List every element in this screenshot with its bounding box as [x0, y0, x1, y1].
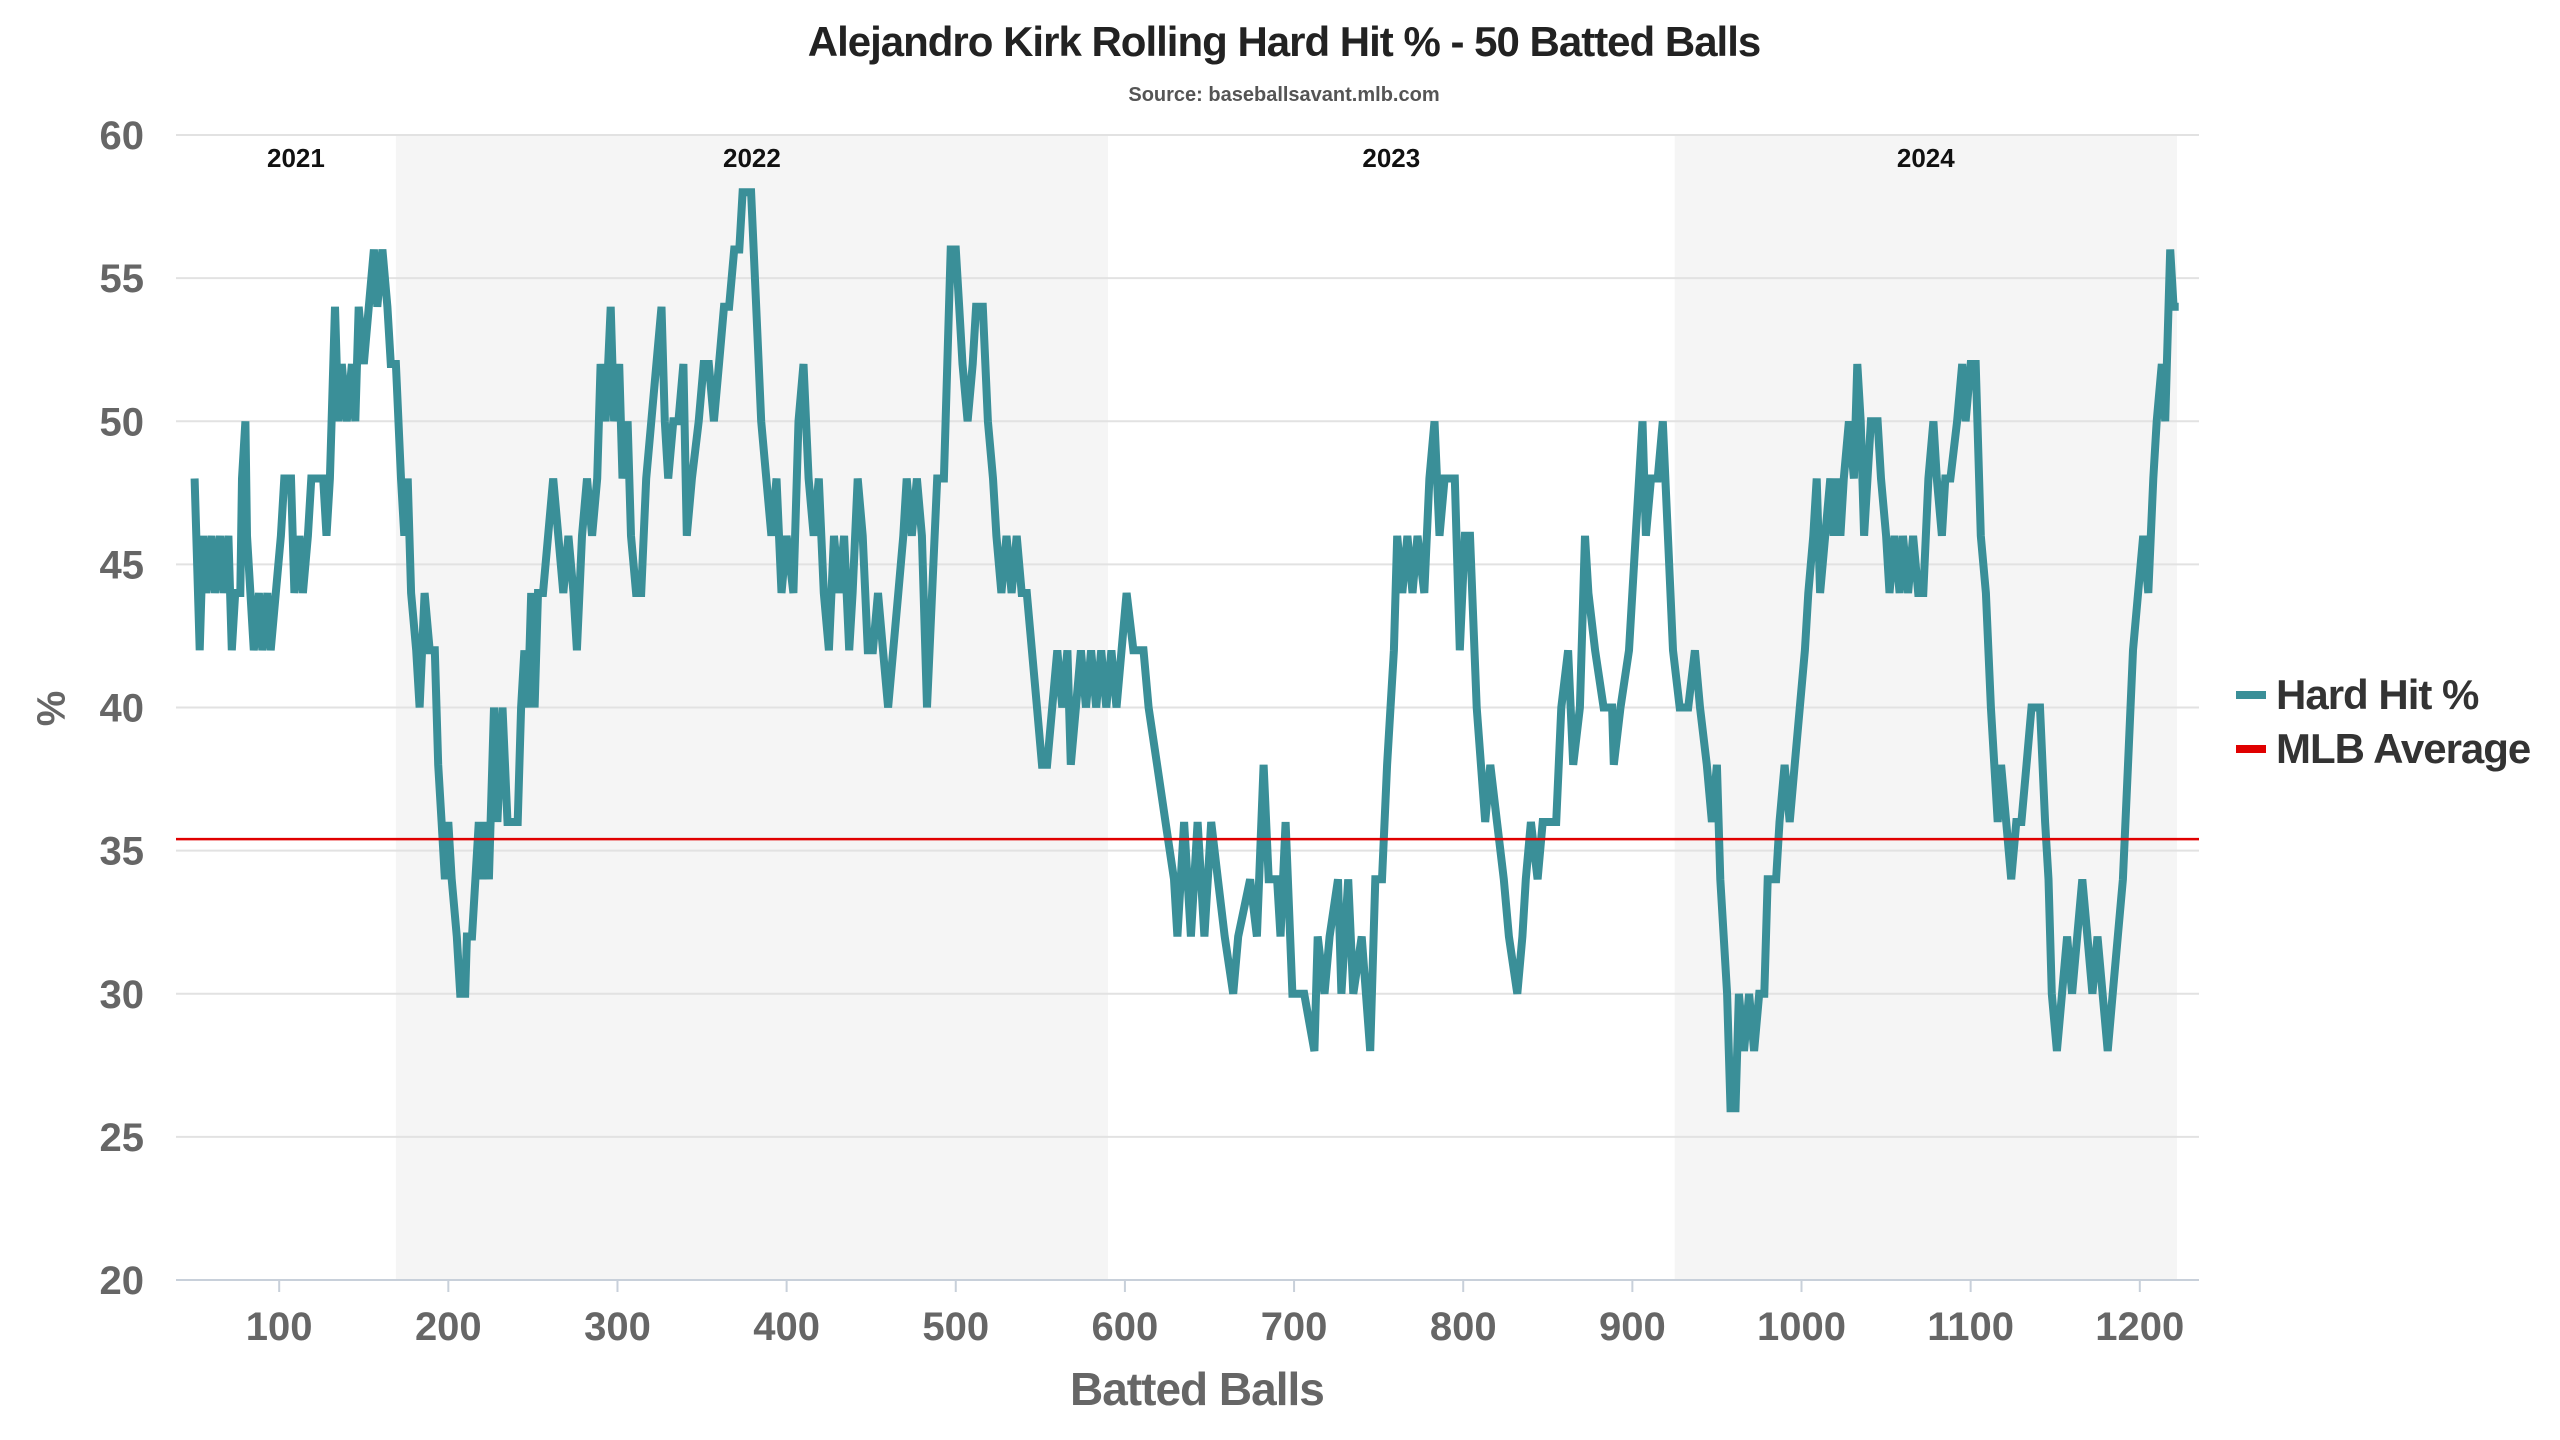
legend-item-mlb-average[interactable]: MLB Average [2236, 722, 2531, 776]
x-tick-label: 400 [753, 1305, 820, 1349]
y-tick-label: 20 [100, 1259, 145, 1303]
y-tick-label: 50 [100, 400, 145, 444]
y-tick-label: 45 [100, 543, 145, 587]
x-tick-label: 1200 [2095, 1305, 2184, 1349]
x-tick-label: 1000 [1757, 1305, 1846, 1349]
x-tick-label: 100 [246, 1305, 313, 1349]
chart-subtitle: Source: baseballsavant.mlb.com [1128, 84, 1440, 106]
x-tick-label: 300 [584, 1305, 651, 1349]
y-tick-label: 30 [100, 973, 145, 1017]
legend-swatch-mlb-average [2236, 745, 2266, 753]
legend: Hard Hit % MLB Average [2236, 668, 2531, 776]
x-axis-title: Batted Balls [1070, 1363, 1325, 1415]
legend-item-hard-hit[interactable]: Hard Hit % [2236, 668, 2530, 722]
legend-label: Hard Hit % [2276, 671, 2479, 718]
x-tick-label: 800 [1430, 1305, 1497, 1349]
x-tick-label: 700 [1261, 1305, 1328, 1349]
y-axis-title: % [29, 690, 74, 727]
season-label-2023: 2023 [1362, 143, 1420, 173]
season-label-2022: 2022 [723, 143, 781, 173]
x-tick-label: 600 [1092, 1305, 1159, 1349]
y-tick-label: 40 [100, 687, 145, 731]
series-line-hard-hit [190, 188, 2179, 1113]
legend-label: MLB Average [2276, 725, 2531, 772]
y-tick-label: 60 [100, 114, 145, 158]
legend-swatch-hard-hit [2236, 691, 2266, 699]
y-tick-label: 35 [100, 830, 145, 874]
x-tick-label: 500 [922, 1305, 989, 1349]
y-tick-label: 25 [100, 1116, 145, 1160]
season-label-2021: 2021 [267, 143, 325, 173]
x-tick-label: 200 [415, 1305, 482, 1349]
x-tick-label: 900 [1599, 1305, 1666, 1349]
chart-title: Alejandro Kirk Rolling Hard Hit % - 50 B… [807, 18, 1762, 65]
x-tick-label: 1100 [1927, 1305, 2014, 1349]
season-label-2024: 2024 [1897, 143, 1955, 173]
y-tick-label: 55 [100, 257, 145, 301]
